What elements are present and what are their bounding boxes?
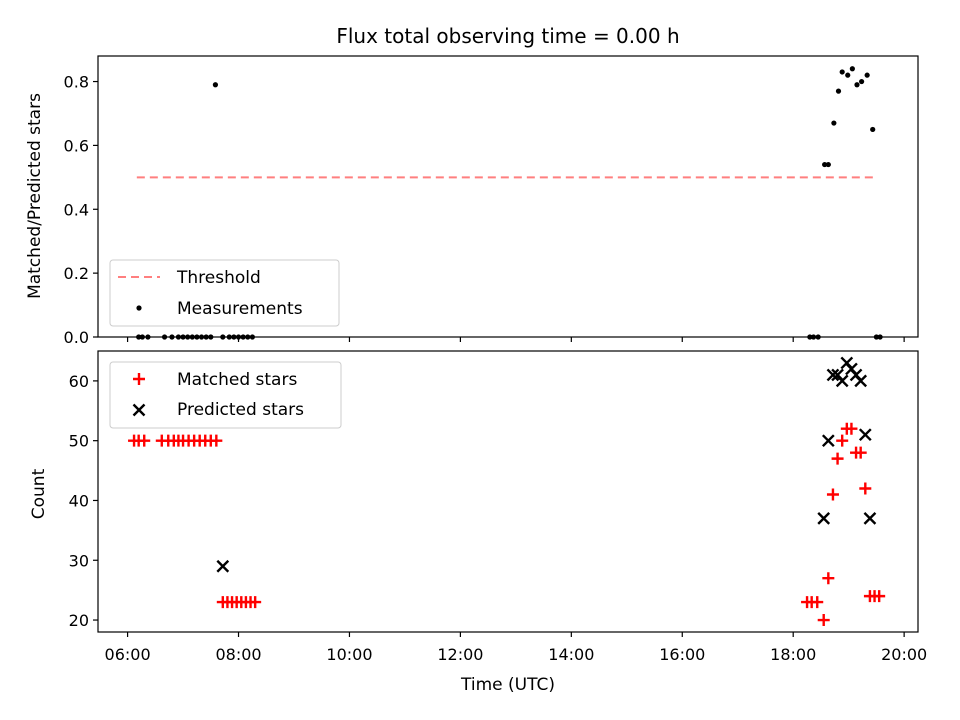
matched-star-point — [138, 434, 151, 447]
x-tick-label: 18:00 — [770, 645, 816, 664]
ratio-x-ticks — [126, 337, 905, 342]
y-tick-label: 20 — [69, 611, 89, 630]
count-marks — [128, 356, 886, 627]
matched-star-point — [831, 452, 844, 465]
x-tick-label: 10:00 — [326, 645, 372, 664]
y-tick-label: 0.6 — [64, 136, 89, 155]
y-tick-label: 0.0 — [64, 328, 89, 347]
matched-star-point — [826, 488, 839, 501]
x-tick-label: 06:00 — [105, 645, 151, 664]
count-panel: Count Time (UTC) 20 30 40 50 60 06:00 08:00 10… — [29, 350, 927, 695]
x-tick-label: 16:00 — [659, 645, 705, 664]
predicted-star-point — [821, 434, 835, 448]
matched-star-point — [873, 590, 886, 603]
y-tick-label: 0.2 — [64, 264, 89, 283]
matched-star-point — [249, 596, 262, 609]
matched-star-point — [845, 422, 858, 435]
measurements-legend-label: Measurements — [177, 299, 303, 319]
predicted-legend-label: Predicted stars — [177, 400, 304, 420]
y-tick-label: 40 — [69, 491, 89, 510]
y-tick-label: 0.8 — [64, 73, 89, 92]
measurement-point — [864, 72, 870, 78]
ratio-legend-box — [109, 259, 340, 327]
predicted-legend-swatch — [132, 403, 146, 417]
measurement-point — [831, 120, 837, 126]
predicted-star-point — [817, 512, 831, 525]
matched-star-point — [859, 482, 872, 495]
ratio-plot-frame — [97, 55, 919, 338]
ratio-legend: Threshold Measurements — [109, 259, 340, 327]
matched-legend-swatch — [133, 373, 145, 385]
matched-star-point — [854, 446, 867, 459]
matched-legend-label: Matched stars — [177, 370, 297, 390]
x-tick-label: 12:00 — [437, 645, 483, 664]
predicted-legend-marker — [132, 403, 146, 417]
measurement-point — [849, 66, 855, 72]
count-y-ticks: 20 30 40 50 60 — [69, 372, 98, 630]
matched-star-point — [822, 572, 835, 585]
threshold-legend-label: Threshold — [176, 268, 261, 288]
matched-star-point — [811, 596, 824, 609]
y-tick-label: 0.4 — [64, 200, 89, 219]
measurement-point — [839, 69, 845, 75]
predicted-star-point — [216, 559, 230, 573]
predicted-star-point — [826, 368, 840, 382]
count-plot-frame — [97, 350, 919, 633]
ratio-panel: Flux total observing time = 0.00 h Match… — [25, 24, 919, 347]
count-legend: Matched stars Predicted stars — [109, 361, 342, 429]
measurement-point — [859, 78, 865, 85]
measurement-point — [835, 88, 842, 94]
matched-legend-marker — [133, 373, 145, 385]
chart-title: Flux total observing time = 0.00 h — [336, 24, 679, 48]
predicted-star-point — [854, 374, 868, 388]
matched-star-point — [817, 614, 830, 627]
count-x-ticks: 06:00 08:00 10:00 12:00 14:00 16:00 18:00 20:00 — [105, 632, 927, 664]
measurement-point — [845, 72, 851, 78]
x-tick-label: 08:00 — [215, 645, 261, 664]
y-axis-label-ratio: Matched/Predicted stars — [25, 93, 45, 299]
matched-star-point — [210, 434, 223, 447]
measurement-point — [870, 126, 876, 133]
y-tick-label: 60 — [69, 372, 89, 391]
measurement-point — [822, 161, 828, 168]
count-legend-box — [109, 361, 342, 429]
y-tick-label: 30 — [69, 551, 89, 570]
y-tick-label: 50 — [69, 432, 89, 451]
measurement-point — [212, 82, 219, 88]
measurement-point — [825, 161, 831, 168]
predicted-star-point — [863, 512, 877, 525]
x-tick-label: 14:00 — [548, 645, 594, 664]
measurements-legend-swatch — [136, 305, 142, 311]
measurement-point — [854, 82, 860, 88]
matched-star-point — [836, 434, 849, 447]
y-axis-label-count: Count — [29, 468, 49, 519]
ratio-y-ticks: 0.0 0.2 0.4 0.6 0.8 — [64, 73, 98, 347]
predicted-star-point — [835, 374, 849, 388]
x-axis-label: Time (UTC) — [460, 675, 555, 695]
predicted-star-point — [858, 428, 872, 442]
x-tick-label: 20:00 — [881, 645, 927, 664]
